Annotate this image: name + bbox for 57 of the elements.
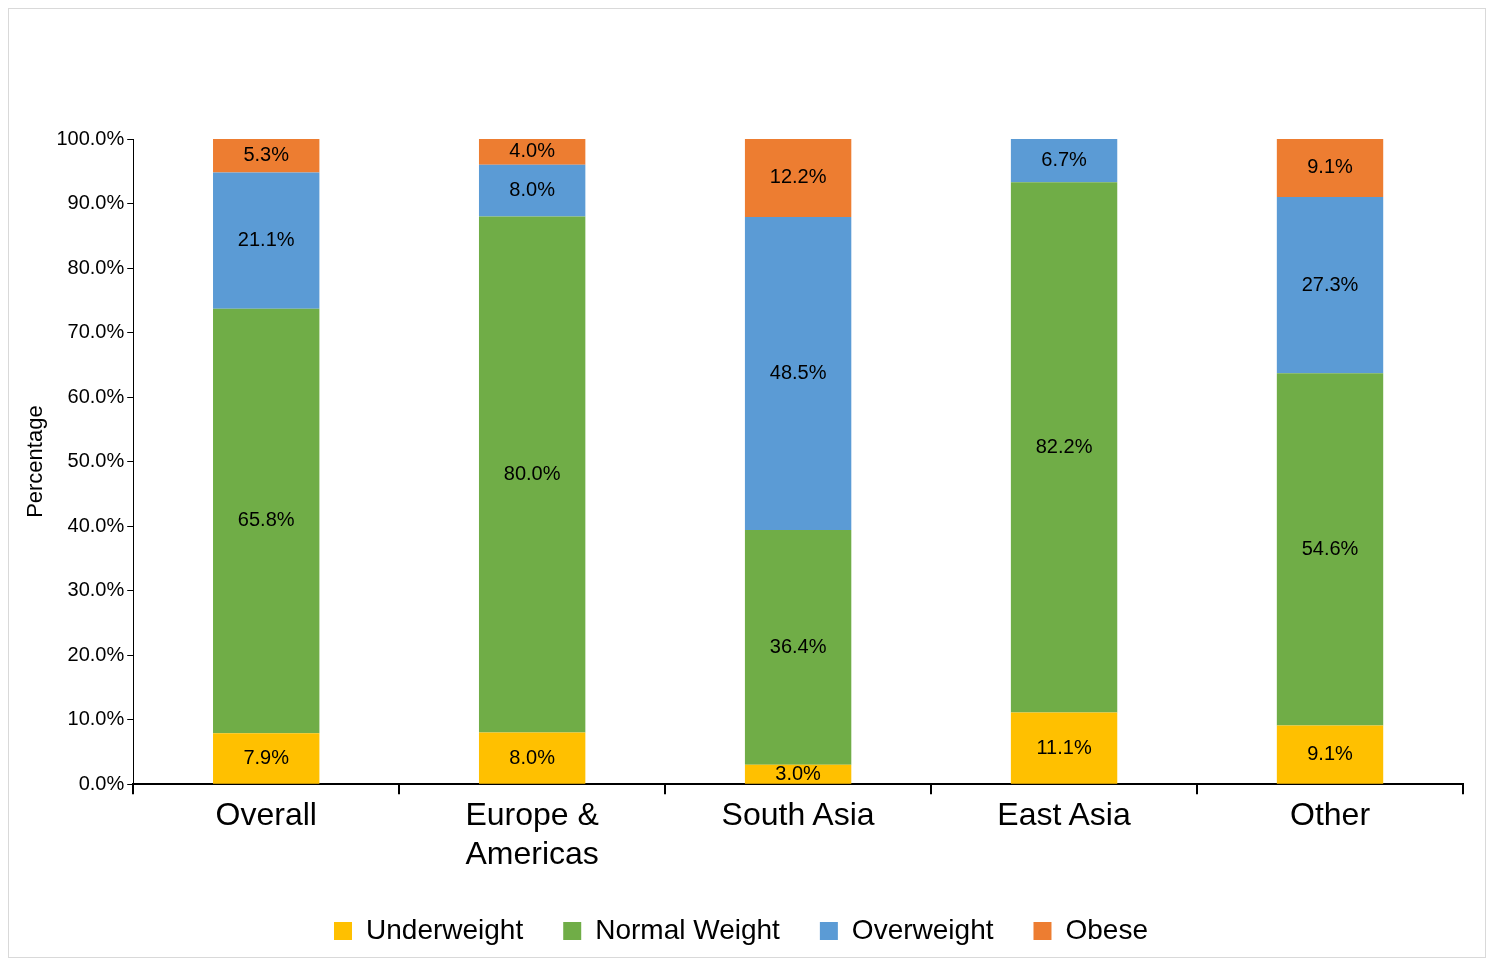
bar — [1276, 197, 1384, 374]
y-tick-label: 60.0% — [67, 384, 125, 407]
bar — [1010, 182, 1118, 713]
bar — [213, 733, 320, 784]
data-label: 8.0% — [509, 745, 556, 768]
bar — [478, 216, 586, 733]
bar — [744, 217, 852, 530]
data-label: 21.1% — [237, 228, 295, 251]
x-tick-label: Overall — [215, 796, 317, 833]
bar — [744, 529, 852, 765]
data-label: 80.0% — [503, 462, 561, 485]
data-label: 48.5% — [769, 361, 827, 384]
data-label: 7.9% — [243, 745, 290, 768]
bar — [478, 732, 586, 784]
bar — [1276, 725, 1384, 784]
x-tick-label: South Asia — [721, 796, 875, 833]
data-label: 4.0% — [509, 139, 556, 162]
y-tick-label: 0.0% — [78, 771, 125, 794]
bar — [1276, 373, 1384, 726]
bar — [478, 164, 586, 217]
data-label: 6.7% — [1041, 148, 1088, 171]
data-label: 36.4% — [769, 634, 827, 657]
y-tick-label: 100.0% — [56, 126, 125, 149]
y-tick-label: 40.0% — [67, 513, 125, 536]
bar — [1010, 712, 1118, 784]
data-label: 11.1% — [1036, 735, 1092, 758]
y-tick-label: 90.0% — [67, 191, 125, 214]
y-tick-label: 30.0% — [67, 578, 125, 601]
bar — [1276, 139, 1384, 198]
x-tick-label: East Asia — [997, 796, 1131, 833]
data-label: 5.3% — [243, 142, 290, 165]
y-axis-title: Percentage — [22, 405, 48, 518]
y-tick-label: 10.0% — [67, 707, 125, 730]
y-tick-label: 20.0% — [67, 642, 125, 665]
data-label: 27.3% — [1301, 272, 1359, 295]
data-label: 3.0% — [775, 761, 822, 784]
data-label: 82.2% — [1035, 434, 1093, 457]
legend-label: Obese — [1065, 913, 1148, 945]
data-label: 9.1% — [1307, 742, 1354, 765]
x-tick-label: Other — [1290, 796, 1371, 833]
bar — [213, 139, 320, 173]
legend-label: Normal Weight — [595, 913, 781, 945]
data-label: 8.0% — [509, 178, 556, 201]
bar — [744, 139, 852, 218]
y-tick-label: 70.0% — [67, 320, 125, 343]
data-label: 9.1% — [1307, 155, 1354, 178]
legend-label: Underweight — [366, 913, 524, 945]
y-tick-label: 80.0% — [67, 255, 125, 278]
legend-label: Overweight — [851, 913, 994, 945]
y-tick-label: 50.0% — [67, 449, 125, 472]
x-tick-label: Europe & Americas — [465, 796, 599, 871]
bar — [1010, 139, 1118, 183]
bar — [213, 308, 320, 734]
data-label: 65.8% — [237, 508, 295, 531]
data-label: 54.6% — [1301, 536, 1359, 559]
data-label: 12.2% — [769, 165, 827, 188]
bar — [213, 172, 320, 309]
